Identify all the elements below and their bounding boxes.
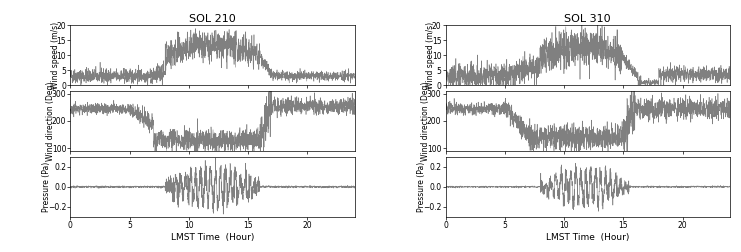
X-axis label: LMST Time  (Hour): LMST Time (Hour) xyxy=(171,233,254,242)
Y-axis label: Wind speed (m/s): Wind speed (m/s) xyxy=(50,22,60,89)
Title: SOL 210: SOL 210 xyxy=(189,14,236,24)
X-axis label: LMST Time  (Hour): LMST Time (Hour) xyxy=(546,233,629,242)
Y-axis label: Wind direction (Deg): Wind direction (Deg) xyxy=(421,81,430,161)
Y-axis label: Pressure (Pa): Pressure (Pa) xyxy=(42,162,51,212)
Y-axis label: Wind direction (Deg): Wind direction (Deg) xyxy=(46,81,55,161)
Y-axis label: Pressure (Pa): Pressure (Pa) xyxy=(417,162,426,212)
Title: SOL 310: SOL 310 xyxy=(565,14,611,24)
Y-axis label: Wind speed (m/s): Wind speed (m/s) xyxy=(426,22,435,89)
